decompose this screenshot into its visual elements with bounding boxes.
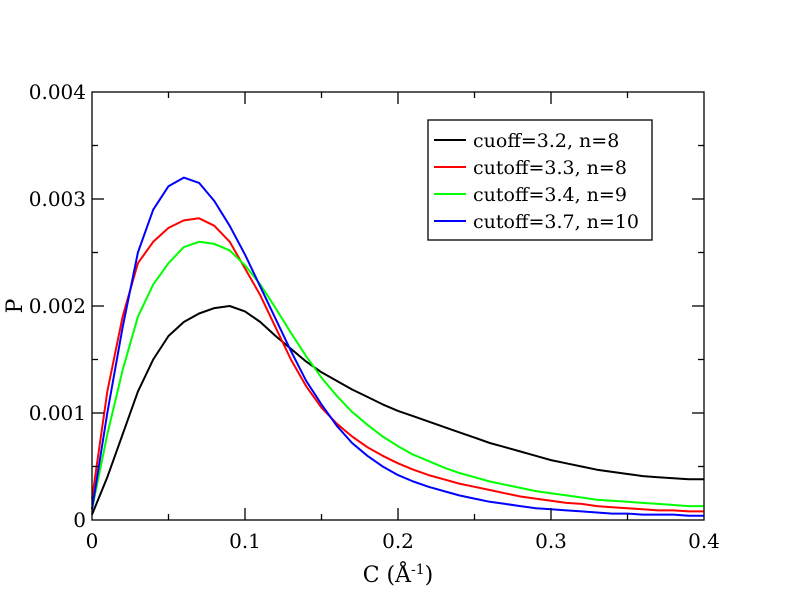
- y-tick-label: 0.004: [29, 80, 86, 104]
- x-tick-label: 0.1: [229, 529, 261, 553]
- x-tick-label: 0.2: [382, 529, 414, 553]
- x-tick-label: 0.3: [535, 529, 567, 553]
- x-axis-title-main: C (Å: [363, 560, 412, 588]
- legend-label-3: cutoff=3.4, n=9: [473, 184, 627, 206]
- legend-label-4: cutoff=3.7, n=10: [473, 211, 639, 233]
- y-tick-label: 0.003: [29, 187, 86, 211]
- y-tick-label: 0: [73, 508, 86, 532]
- y-axis-title: P: [3, 298, 28, 313]
- x-axis-title-close: ): [425, 563, 434, 588]
- legend: cuoff=3.2, n=8 cutoff=3.3, n=8 cutoff=3.4,…: [427, 119, 653, 241]
- series-layer: [91, 176, 704, 517]
- x-tick-label: 0: [86, 529, 99, 553]
- x-axis-title-superscript: -1: [411, 562, 425, 578]
- y-tick-label: 0.001: [29, 401, 86, 425]
- series-line-4: [91, 176, 704, 517]
- y-tick-label: 0.002: [29, 294, 86, 318]
- series-line-1: [91, 305, 704, 515]
- legend-label-1: cuoff=3.2, n=8: [473, 130, 619, 152]
- series-line-2: [91, 217, 704, 513]
- legend-entries: cuoff=3.2, n=8 cutoff=3.3, n=8 cutoff=3.4,…: [434, 130, 639, 233]
- axis-ticks: 0 0.1 0.2 0.3 0.4 0 0.001 0.002 0.003 0.004: [29, 80, 720, 553]
- series-line-3: [91, 240, 704, 510]
- x-tick-label: 0.4: [688, 529, 720, 553]
- legend-label-2: cutoff=3.3, n=8: [473, 157, 627, 179]
- x-axis-title: C (Å-1): [363, 560, 434, 588]
